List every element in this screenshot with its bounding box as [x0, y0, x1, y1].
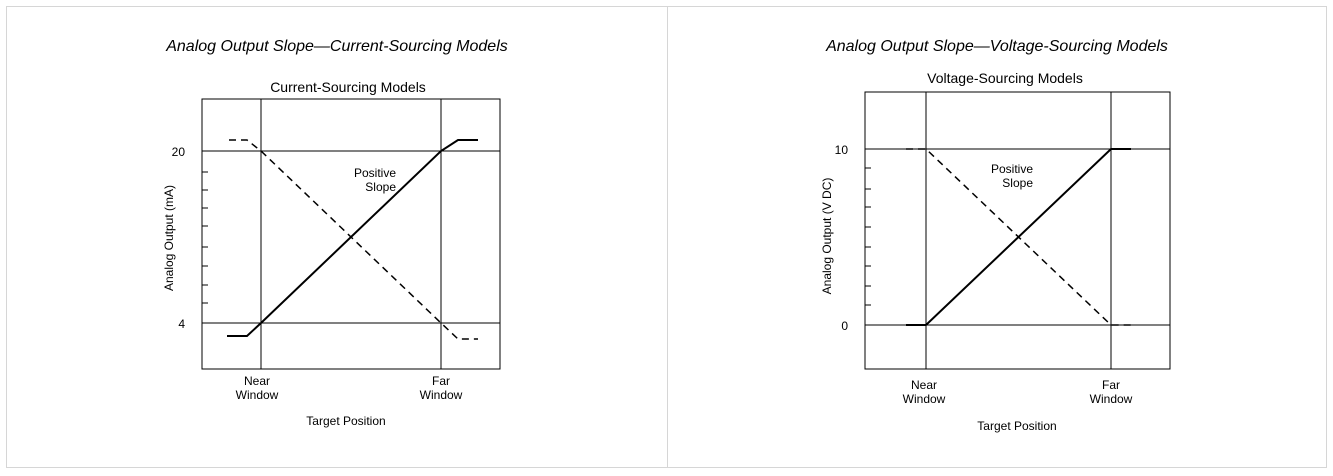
y-tick-label-top: 20: [172, 145, 186, 159]
y-axis-ticks: [202, 171, 208, 304]
diagram-title: Current-Sourcing Models: [270, 79, 426, 95]
near-window-label-line2: Window: [903, 392, 946, 406]
far-window-label-line2: Window: [1090, 392, 1133, 406]
y-axis-label: Analog Output (mA): [162, 185, 176, 291]
slope-label-line1: Positive: [991, 162, 1033, 176]
far-window-label-line1: Far: [1102, 378, 1120, 392]
plot-frame: [201, 98, 501, 370]
y-tick-label-top: 10: [835, 143, 849, 157]
x-axis-label: Target Position: [306, 414, 385, 428]
near-window-label-line1: Near: [911, 378, 937, 392]
far-window-label-line1: Far: [432, 374, 450, 388]
y-axis-ticks: [865, 167, 871, 306]
current-sourcing-diagram: Current-Sourcing Models 20 4 Analog Outp…: [162, 79, 501, 428]
figure-caption: Analog Output Slope—Voltage-Sourcing Mod…: [826, 38, 1168, 55]
slope-label-line1: Positive: [354, 166, 396, 180]
current-sourcing-panel: Analog Output Slope—Current-Sourcing Mod…: [6, 6, 668, 468]
figure-caption: Analog Output Slope—Current-Sourcing Mod…: [166, 38, 508, 55]
y-axis-label: Analog Output (V DC): [820, 178, 834, 295]
x-axis-label: Target Position: [977, 419, 1056, 433]
negative-slope-line: [229, 139, 478, 340]
near-window-label-line2: Window: [236, 388, 279, 402]
diagram-title: Voltage-Sourcing Models: [927, 70, 1083, 86]
voltage-sourcing-diagram: Voltage-Sourcing Models 10 0 Analog Outp…: [820, 70, 1171, 433]
near-window-label-line1: Near: [244, 374, 270, 388]
voltage-sourcing-panel: Analog Output Slope—Voltage-Sourcing Mod…: [667, 6, 1327, 468]
y-tick-label-bottom: 4: [178, 317, 185, 331]
far-window-label-line2: Window: [420, 388, 463, 402]
plot-frame: [864, 91, 1171, 370]
negative-slope-line: [906, 148, 1131, 326]
slope-label-line2: Slope: [365, 180, 396, 194]
slope-label-line2: Slope: [1002, 176, 1033, 190]
y-tick-label-bottom: 0: [841, 319, 848, 333]
